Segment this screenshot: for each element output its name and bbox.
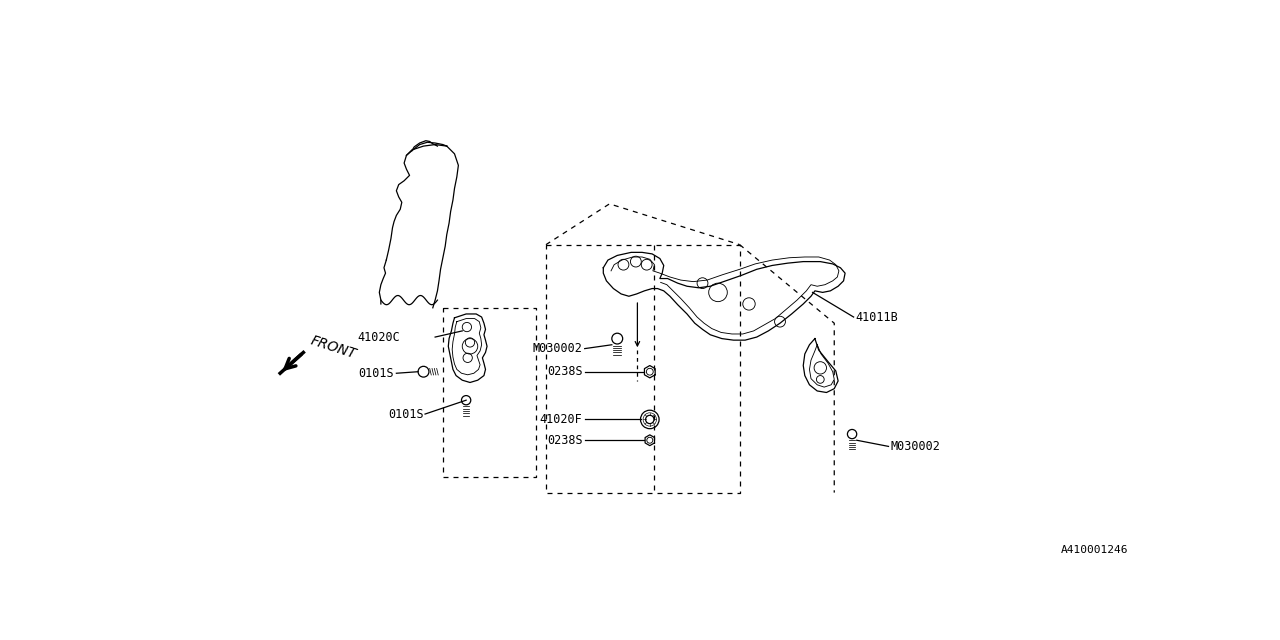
Text: 0101S: 0101S [358, 367, 394, 380]
Text: 41020F: 41020F [540, 413, 582, 426]
Text: 41011B: 41011B [855, 310, 899, 324]
Text: A410001246: A410001246 [1061, 545, 1129, 556]
Text: M030002: M030002 [532, 342, 582, 355]
Text: 41020C: 41020C [357, 330, 401, 344]
Text: 0101S: 0101S [388, 408, 424, 420]
Text: 0238S: 0238S [547, 365, 582, 378]
Text: FRONT: FRONT [308, 334, 358, 362]
Text: M030002: M030002 [890, 440, 940, 453]
Text: 0238S: 0238S [547, 434, 582, 447]
